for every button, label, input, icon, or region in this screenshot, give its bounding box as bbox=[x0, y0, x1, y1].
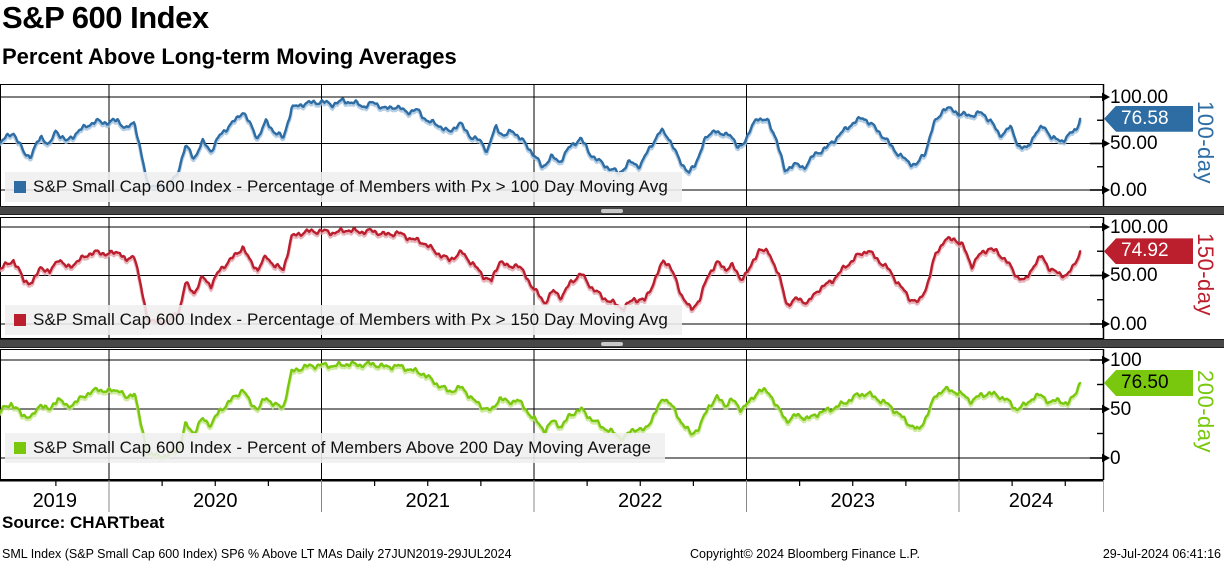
ytick-label: 50.00 bbox=[1110, 265, 1158, 286]
footer-timestamp: 29-Jul-2024 06:41:16 bbox=[1102, 547, 1221, 561]
axis-side-label: 200-day bbox=[1193, 369, 1218, 453]
ytick-label: 0.00 bbox=[1110, 179, 1147, 201]
axis-side-label: 100-day bbox=[1193, 100, 1218, 184]
legend-label: S&P Small Cap 600 Index - Percent of Mem… bbox=[33, 438, 652, 457]
panel-splitter[interactable] bbox=[0, 206, 1224, 215]
legend-swatch-icon bbox=[14, 442, 26, 454]
last-value-badge: 76.58 bbox=[1104, 105, 1193, 132]
splitter-grip-icon bbox=[601, 209, 623, 213]
axis-side-label: 150-day bbox=[1193, 233, 1218, 317]
panel-100day: S&P Small Cap 600 Index - Percentage of … bbox=[0, 84, 1224, 207]
last-value-badge: 76.50 bbox=[1104, 370, 1193, 397]
footer-copyright: Copyright© 2024 Bloomberg Finance L.P. bbox=[690, 547, 920, 561]
legend-label: S&P Small Cap 600 Index - Percentage of … bbox=[33, 310, 668, 329]
ytick-label: 50 bbox=[1110, 398, 1132, 420]
page-title: S&P 600 Index bbox=[2, 0, 209, 35]
legend-150day: S&P Small Cap 600 Index - Percentage of … bbox=[5, 305, 682, 335]
year-label: 2021 bbox=[405, 490, 451, 512]
panel-200day: S&P Small Cap 600 Index - Percent of Mem… bbox=[0, 349, 1224, 480]
legend-swatch-icon bbox=[14, 181, 26, 193]
ytick-label: 100.00 bbox=[1110, 86, 1169, 108]
ytick-label: 0 bbox=[1110, 447, 1121, 469]
footer-source: Source: CHARTbeat bbox=[2, 513, 165, 532]
last-value-badge: 74.92 bbox=[1104, 238, 1193, 265]
ytick-label: 0.00 bbox=[1110, 313, 1147, 335]
panel-150day: S&P Small Cap 600 Index - Percentage of … bbox=[0, 217, 1224, 339]
year-label: 2022 bbox=[618, 490, 663, 512]
legend-100day: S&P Small Cap 600 Index - Percentage of … bbox=[5, 172, 682, 202]
ytick-label: 100.00 bbox=[1110, 216, 1169, 238]
panel-splitter[interactable] bbox=[0, 339, 1224, 348]
year-label: 2020 bbox=[193, 490, 238, 512]
footer-meta: SML Index (S&P Small Cap 600 Index) SP6 … bbox=[2, 547, 512, 561]
legend-200day: S&P Small Cap 600 Index - Percent of Mem… bbox=[5, 433, 666, 463]
legend-label: S&P Small Cap 600 Index - Percentage of … bbox=[33, 177, 668, 196]
legend-swatch-icon bbox=[14, 314, 26, 326]
ytick-label: 50.00 bbox=[1110, 133, 1158, 154]
ytick-label: 100 bbox=[1110, 349, 1142, 371]
year-label: 2024 bbox=[1008, 490, 1054, 512]
x-axis bbox=[0, 480, 1104, 512]
page-subtitle: Percent Above Long-term Moving Averages bbox=[2, 44, 457, 69]
splitter-grip-icon bbox=[601, 342, 623, 346]
year-label: 2019 bbox=[32, 490, 78, 512]
year-label: 2023 bbox=[830, 490, 876, 512]
